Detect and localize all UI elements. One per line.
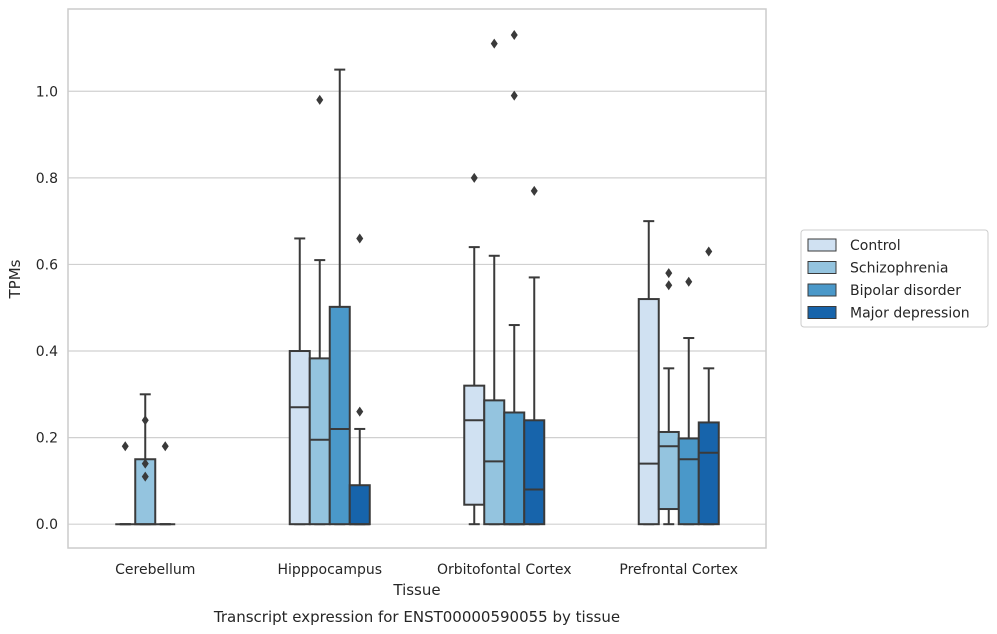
box-body (348, 484, 371, 526)
box-body (463, 384, 486, 506)
box-control (463, 172, 486, 526)
legend-frame (800, 229, 989, 328)
box-body (308, 357, 331, 526)
outlier-point (490, 38, 498, 49)
outlier-point (141, 415, 149, 426)
box-body (697, 421, 720, 526)
box-body (328, 305, 351, 526)
box-body (523, 419, 546, 526)
legend-label: Bipolar disorder (850, 283, 961, 299)
chart-caption: Transcript expression for ENST0000059005… (213, 608, 620, 626)
box-schizophrenia (657, 268, 680, 526)
outlier-point (141, 458, 149, 469)
outlier-point (510, 29, 518, 40)
outlier-point (510, 90, 518, 101)
y-tick-label: 0.6 (36, 257, 58, 273)
box-body (288, 350, 311, 526)
x-tick-labels: Cerebellum Hipppocampus Orbitofontal Corte… (115, 562, 738, 578)
box-schizophrenia (134, 393, 157, 526)
outlier-point (665, 280, 673, 291)
y-tick-label: 0.4 (36, 344, 58, 360)
outlier-point (470, 172, 478, 183)
box-major-depression (697, 246, 720, 526)
box-control (115, 441, 136, 526)
box-schizophrenia (483, 38, 506, 526)
y-tick-label: 0.0 (36, 517, 58, 533)
box-bipolar-disorder (677, 276, 700, 526)
legend-swatch (807, 261, 837, 274)
outlier-point (356, 233, 364, 244)
box-control (637, 220, 660, 526)
x-tick-label: Hipppocampus (277, 562, 382, 578)
outlier-point (530, 185, 538, 196)
outlier-point (705, 246, 713, 257)
y-tick-labels: 0.0 0.2 0.4 0.6 0.8 1.0 (36, 84, 58, 533)
box-bipolar-disorder (328, 68, 351, 526)
box-body (657, 430, 680, 511)
y-tick-label: 0.8 (36, 171, 58, 187)
outlier-point (665, 268, 673, 279)
box-schizophrenia (308, 94, 331, 526)
box-body (677, 437, 700, 526)
legend-label: Major depression (850, 306, 970, 322)
legend-label: Control (850, 238, 901, 254)
plot-frame (67, 8, 767, 549)
outlier-point (356, 406, 364, 417)
box-bipolar-disorder (155, 441, 176, 526)
outlier-point (685, 276, 693, 287)
x-tick-label: Prefrontal Cortex (619, 562, 738, 578)
box-series (115, 29, 720, 526)
legend: Control Schizophrenia Bipolar disorder Majo… (800, 229, 989, 328)
legend-swatch (807, 283, 837, 297)
legend-swatch (807, 306, 837, 319)
box-body (134, 458, 157, 526)
box-control (288, 237, 311, 526)
box-major-depression (523, 185, 546, 526)
outlier-point (316, 94, 324, 105)
box-body (503, 411, 526, 526)
x-tick-label: Orbitofontal Cortex (437, 562, 572, 578)
y-axis-label: TPMs (6, 259, 24, 299)
y-tick-label: 1.0 (36, 84, 58, 100)
outlier-point (161, 441, 169, 452)
outlier-point (121, 441, 129, 452)
box-major-depression (348, 233, 371, 526)
x-tick-label: Cerebellum (115, 562, 195, 578)
y-tick-label: 0.2 (36, 431, 58, 447)
legend-swatch (807, 238, 837, 252)
x-axis-label: Tissue (392, 581, 440, 599)
outlier-point (141, 471, 149, 482)
legend-label: Schizophrenia (850, 261, 948, 277)
box-body (637, 298, 660, 526)
box-bipolar-disorder (503, 29, 526, 526)
